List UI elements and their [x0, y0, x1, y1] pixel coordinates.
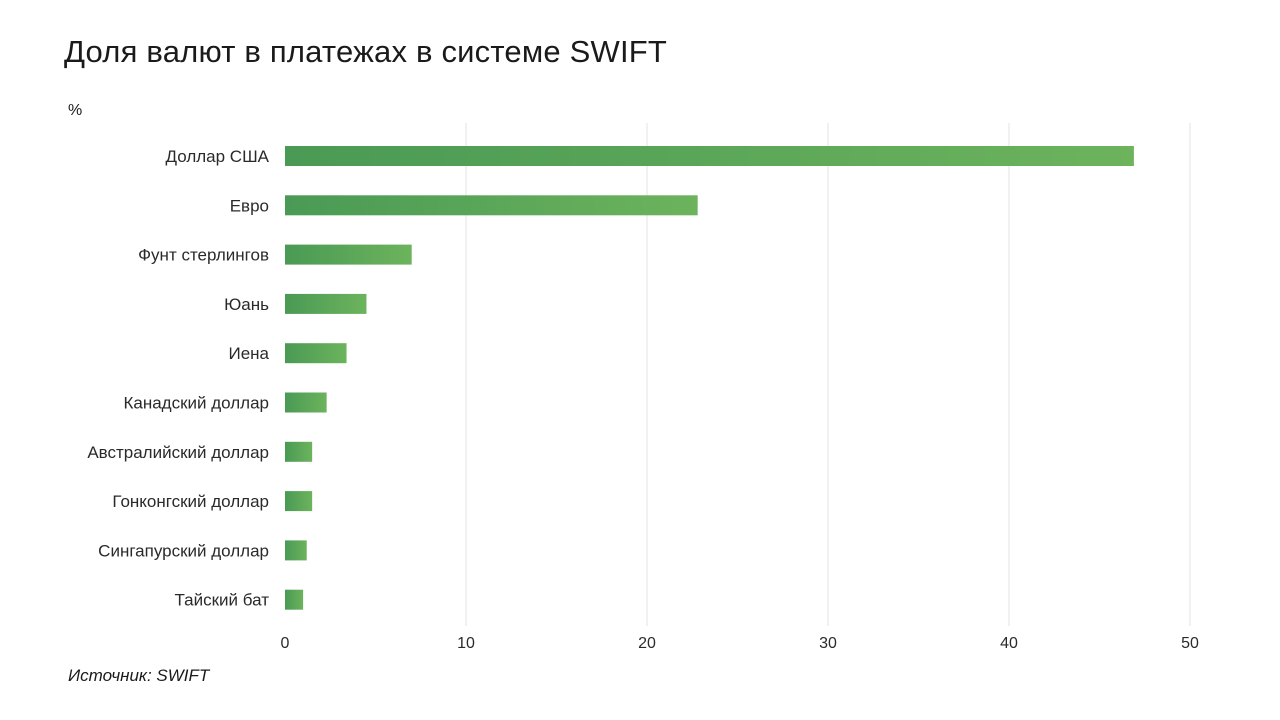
category-label: Канадский доллар [123, 394, 269, 413]
x-tick-label: 20 [638, 635, 656, 652]
unit-label: % [68, 102, 83, 119]
category-label: Юань [224, 295, 269, 314]
category-label: Австралийский доллар [87, 443, 269, 462]
x-axis-ticks: 0 10 20 30 40 50 [281, 635, 1199, 652]
source-note: Источник: SWIFT [68, 666, 210, 685]
bar [285, 293, 367, 314]
bar [285, 540, 307, 561]
chart-title: Доля валют в платежах в системе SWIFT [64, 34, 668, 69]
bar [285, 441, 313, 462]
category-label: Доллар США [166, 147, 270, 166]
x-tick-label: 0 [281, 635, 290, 652]
bars [285, 146, 1134, 610]
x-tick-label: 40 [1000, 635, 1018, 652]
category-labels: Доллар США Евро Фунт стерлингов Юань Иена Кан… [87, 147, 269, 610]
x-tick-label: 30 [819, 635, 837, 652]
bar [285, 244, 412, 265]
bar [285, 195, 698, 216]
bar [285, 392, 327, 413]
bar [285, 491, 313, 512]
x-tick-label: 50 [1181, 635, 1199, 652]
category-label: Сингапурский доллар [98, 541, 269, 560]
category-label: Фунт стерлингов [138, 246, 269, 265]
bar [285, 146, 1134, 166]
category-label: Евро [230, 196, 269, 215]
category-label: Гонконгский доллар [112, 492, 269, 511]
x-tick-label: 10 [457, 635, 475, 652]
bar [285, 589, 304, 610]
category-label: Иена [228, 344, 269, 363]
bar [285, 343, 347, 364]
category-label: Тайский бат [175, 591, 270, 610]
